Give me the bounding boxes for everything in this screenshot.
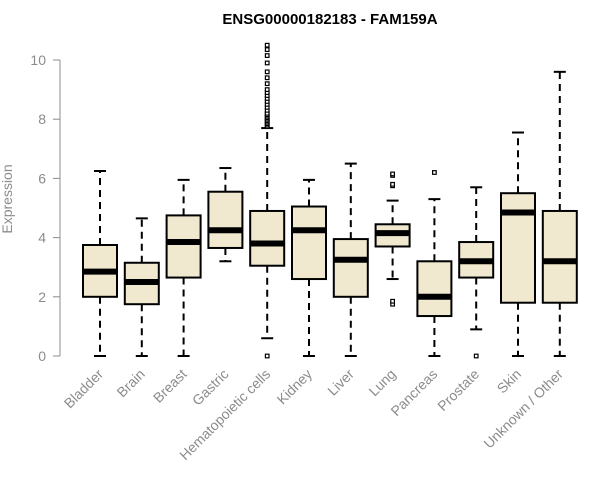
iqr-box bbox=[207, 190, 244, 249]
y-axis-label: Expression bbox=[0, 164, 15, 233]
outlier-point bbox=[264, 69, 270, 75]
box-group bbox=[541, 70, 578, 357]
box-group bbox=[332, 162, 369, 357]
iqr-box bbox=[541, 209, 578, 304]
outlier-point bbox=[432, 170, 437, 175]
outlier-point bbox=[390, 298, 395, 304]
box-group bbox=[458, 186, 495, 359]
box-group bbox=[291, 178, 327, 357]
outlier-point bbox=[264, 47, 270, 53]
box-group bbox=[82, 170, 118, 357]
x-category-label: Brain bbox=[113, 366, 147, 400]
box-group bbox=[207, 167, 244, 263]
box-group bbox=[123, 217, 160, 357]
x-category-label: Prostate bbox=[434, 366, 482, 414]
outlier-point bbox=[264, 42, 270, 48]
x-category-label: Breast bbox=[150, 366, 190, 406]
outlier-point bbox=[264, 60, 270, 66]
box-group bbox=[249, 42, 286, 359]
iqr-box bbox=[291, 205, 327, 281]
outlier-point bbox=[264, 81, 270, 87]
y-tick-label: 8 bbox=[38, 111, 46, 127]
box-group bbox=[165, 178, 202, 357]
y-tick-label: 0 bbox=[38, 348, 46, 364]
outlier-point bbox=[390, 181, 395, 187]
x-category-label: Skin bbox=[494, 366, 525, 397]
chart-title: ENSG00000182183 - FAM159A bbox=[222, 11, 437, 28]
y-tick-label: 4 bbox=[38, 230, 46, 246]
outlier-point bbox=[264, 353, 270, 359]
iqr-box bbox=[332, 238, 369, 298]
x-category-label: Kidney bbox=[274, 366, 316, 408]
outlier-point bbox=[264, 87, 270, 93]
x-category-label: Bladder bbox=[61, 366, 107, 412]
y-axis: 0 2 4 6 8 10 bbox=[30, 52, 61, 364]
outlier-point bbox=[264, 75, 270, 81]
box-group bbox=[374, 171, 411, 307]
box-group bbox=[500, 131, 536, 357]
outlier-point bbox=[390, 171, 395, 177]
outlier-point bbox=[264, 53, 270, 58]
iqr-box bbox=[165, 214, 202, 279]
y-tick-label: 6 bbox=[38, 170, 46, 186]
x-category-label: Liver bbox=[324, 366, 357, 399]
iqr-box bbox=[249, 209, 286, 267]
iqr-box bbox=[416, 260, 453, 318]
y-tick-label: 2 bbox=[38, 289, 46, 305]
boxes-layer bbox=[82, 42, 578, 359]
y-tick-label: 10 bbox=[30, 52, 46, 68]
outlier-point bbox=[473, 353, 479, 359]
x-category-label: Unknown / Other bbox=[480, 366, 566, 452]
box-group bbox=[416, 170, 453, 357]
x-category-label: Lung bbox=[365, 366, 398, 399]
